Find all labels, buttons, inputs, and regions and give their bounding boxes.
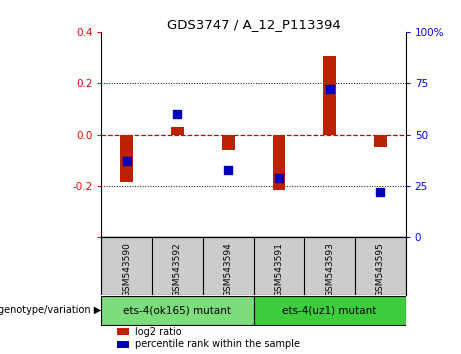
Point (326, 87, 333, 92)
Bar (254, 296, 406, 325)
Bar (117, 341, 129, 348)
Point (377, 189, 384, 195)
Bar (272, 135, 285, 190)
Text: ets-4(ok165) mutant: ets-4(ok165) mutant (124, 306, 231, 315)
Text: GSM543592: GSM543592 (173, 242, 182, 297)
Bar (323, 56, 336, 135)
Bar (117, 328, 129, 335)
Text: ets-4(uz1) mutant: ets-4(uz1) mutant (283, 306, 377, 315)
Point (174, 111, 181, 117)
Point (275, 175, 283, 181)
Text: GSM543590: GSM543590 (122, 242, 131, 297)
Text: GSM543591: GSM543591 (274, 242, 284, 297)
Text: percentile rank within the sample: percentile rank within the sample (135, 339, 300, 349)
Bar (120, 135, 133, 182)
Text: log2 ratio: log2 ratio (135, 327, 182, 337)
Text: genotype/variation ▶: genotype/variation ▶ (0, 306, 101, 315)
Bar (101, 296, 254, 325)
Bar (222, 135, 235, 150)
Text: GSM543595: GSM543595 (376, 242, 385, 297)
Point (123, 159, 130, 164)
Text: GSM543593: GSM543593 (325, 242, 334, 297)
Bar (171, 127, 184, 135)
Point (225, 167, 232, 172)
Bar (374, 135, 387, 148)
Text: GSM543594: GSM543594 (224, 242, 233, 297)
Title: GDS3747 / A_12_P113394: GDS3747 / A_12_P113394 (167, 18, 340, 31)
